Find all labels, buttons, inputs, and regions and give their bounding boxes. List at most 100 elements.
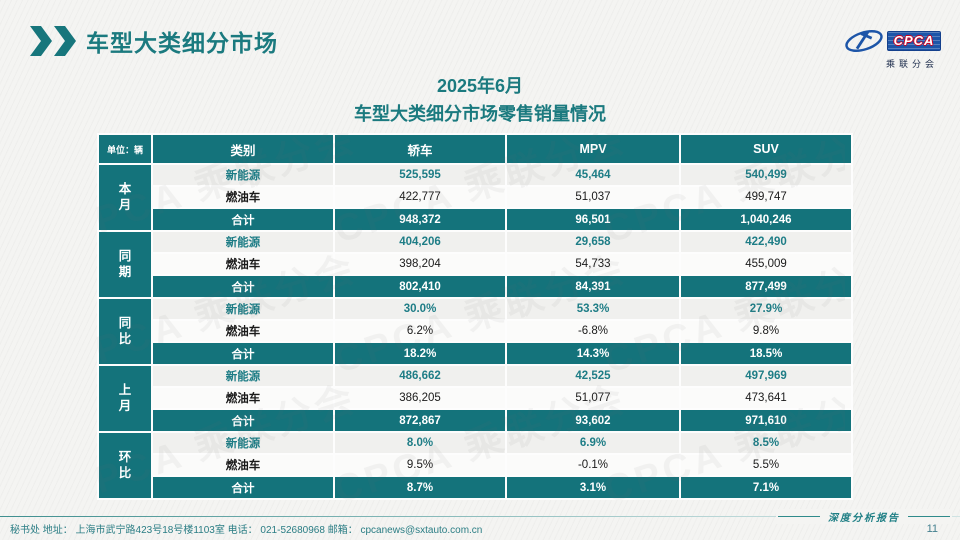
row-group-label: 同比 xyxy=(99,299,151,364)
row-group-label-text: 同期 xyxy=(118,248,132,279)
table-row: 合计 872,867 93,602 971,610 xyxy=(99,410,851,431)
value-cell: 525,595 xyxy=(335,165,505,185)
table-row: 燃油车 9.5% -0.1% 5.5% xyxy=(99,455,851,475)
value-cell: 9.5% xyxy=(335,455,505,475)
category-cell: 新能源 xyxy=(153,433,333,453)
value-cell: 948,372 xyxy=(335,209,505,230)
value-cell: 802,410 xyxy=(335,276,505,297)
table-row: 合计 8.7% 3.1% 7.1% xyxy=(99,477,851,498)
report-type-badge: 深度分析报告 xyxy=(776,509,952,524)
cpca-logo-subtext: 乘联分会 xyxy=(885,59,938,69)
page-title: 车型大类细分市场 xyxy=(86,30,278,56)
table-row: 合计 802,410 84,391 877,499 xyxy=(99,276,851,297)
value-cell: 29,658 xyxy=(507,232,679,252)
table-row: 燃油车 386,205 51,077 473,641 xyxy=(99,388,851,408)
value-cell: 6.2% xyxy=(335,321,505,341)
footer-contact-info: 秘书处 地址： 上海市武宁路423号18号楼1103室 电话： 021-5268… xyxy=(10,525,483,536)
value-cell: 5.5% xyxy=(681,455,851,475)
category-cell: 燃油车 xyxy=(153,455,333,475)
category-cell: 合计 xyxy=(153,276,333,297)
value-cell: 6.9% xyxy=(507,433,679,453)
value-cell: 51,037 xyxy=(507,187,679,207)
col-header-mpv: MPV xyxy=(507,135,679,163)
cpca-swoosh-icon xyxy=(844,30,883,52)
category-cell: 新能源 xyxy=(153,366,333,386)
double-chevron-icon xyxy=(30,26,76,56)
table-header-row: 单位：辆 类别 轿车 MPV SUV xyxy=(99,135,851,163)
value-cell: 14.3% xyxy=(507,343,679,364)
category-cell: 燃油车 xyxy=(153,321,333,341)
sales-table-container: 单位：辆 类别 轿车 MPV SUV 本月 新能源 525,595 45,464 540… xyxy=(97,133,853,500)
value-cell: 30.0% xyxy=(335,299,505,319)
value-cell: -6.8% xyxy=(507,321,679,341)
category-cell: 合计 xyxy=(153,477,333,498)
category-cell: 燃油车 xyxy=(153,254,333,274)
col-header-sedan: 轿车 xyxy=(335,135,505,163)
row-group-label: 本月 xyxy=(99,165,151,230)
value-cell: 8.0% xyxy=(335,433,505,453)
value-cell: 53.3% xyxy=(507,299,679,319)
table-row: 同比 新能源 30.0% 53.3% 27.9% xyxy=(99,299,851,364)
table-row: 合计 948,372 96,501 1,040,246 xyxy=(99,209,851,230)
row-group-label: 环比 xyxy=(99,433,151,498)
table-row: 燃油车 398,204 54,733 455,009 xyxy=(99,254,851,274)
table-row: 合计 18.2% 14.3% 18.5% xyxy=(99,343,851,364)
value-cell: -0.1% xyxy=(507,455,679,475)
value-cell: 42,525 xyxy=(507,366,679,386)
value-cell: 9.8% xyxy=(681,321,851,341)
category-cell: 燃油车 xyxy=(153,388,333,408)
category-cell: 新能源 xyxy=(153,299,333,319)
report-badge-label: 深度分析报告 xyxy=(828,513,900,524)
row-group-label: 上月 xyxy=(99,366,151,431)
value-cell: 8.5% xyxy=(681,433,851,453)
col-header-suv: SUV xyxy=(681,135,851,163)
value-cell: 499,747 xyxy=(681,187,851,207)
cpca-logo-text: CPCA xyxy=(886,31,942,51)
row-group-label: 同期 xyxy=(99,232,151,297)
col-header-category: 类别 xyxy=(153,135,333,163)
row-group-label-text: 同比 xyxy=(118,315,132,346)
value-cell: 1,040,246 xyxy=(681,209,851,230)
table-row: 燃油车 422,777 51,037 499,747 xyxy=(99,187,851,207)
table-row: 上月 新能源 486,662 42,525 497,969 xyxy=(99,366,851,431)
category-cell: 合计 xyxy=(153,343,333,364)
value-cell: 7.1% xyxy=(681,477,851,498)
slide-header: 车型大类细分市场 xyxy=(30,24,278,58)
value-cell: 8.7% xyxy=(335,477,505,498)
sales-table: 单位：辆 类别 轿车 MPV SUV 本月 新能源 525,595 45,464 540… xyxy=(97,133,853,500)
table-title-block: 2025年6月 车型大类细分市场零售销量情况 xyxy=(0,72,960,126)
footer-divider xyxy=(0,516,960,517)
row-group-label-text: 环比 xyxy=(118,449,132,480)
category-cell: 新能源 xyxy=(153,165,333,185)
value-cell: 877,499 xyxy=(681,276,851,297)
value-cell: 497,969 xyxy=(681,366,851,386)
value-cell: 398,204 xyxy=(335,254,505,274)
value-cell: 486,662 xyxy=(335,366,505,386)
unit-label: 单位：辆 xyxy=(99,135,151,163)
value-cell: 45,464 xyxy=(507,165,679,185)
cpca-logo: CPCA 乘联分会 xyxy=(842,26,942,70)
value-cell: 422,777 xyxy=(335,187,505,207)
category-cell: 合计 xyxy=(153,410,333,431)
value-cell: 3.1% xyxy=(507,477,679,498)
badge-right-line xyxy=(908,516,950,517)
value-cell: 54,733 xyxy=(507,254,679,274)
table-row: 同期 新能源 404,206 29,658 422,490 xyxy=(99,232,851,297)
value-cell: 27.9% xyxy=(681,299,851,319)
value-cell: 96,501 xyxy=(507,209,679,230)
value-cell: 971,610 xyxy=(681,410,851,431)
value-cell: 540,499 xyxy=(681,165,851,185)
value-cell: 84,391 xyxy=(507,276,679,297)
badge-left-line xyxy=(778,516,820,517)
value-cell: 473,641 xyxy=(681,388,851,408)
table-row: 本月 新能源 525,595 45,464 540,499 xyxy=(99,165,851,230)
value-cell: 404,206 xyxy=(335,232,505,252)
table-row: 燃油车 6.2% -6.8% 9.8% xyxy=(99,321,851,341)
value-cell: 422,490 xyxy=(681,232,851,252)
row-group-label-text: 本月 xyxy=(118,181,132,212)
value-cell: 18.2% xyxy=(335,343,505,364)
table-title-text: 车型大类细分市场零售销量情况 xyxy=(354,104,606,124)
category-cell: 燃油车 xyxy=(153,187,333,207)
category-cell: 新能源 xyxy=(153,232,333,252)
